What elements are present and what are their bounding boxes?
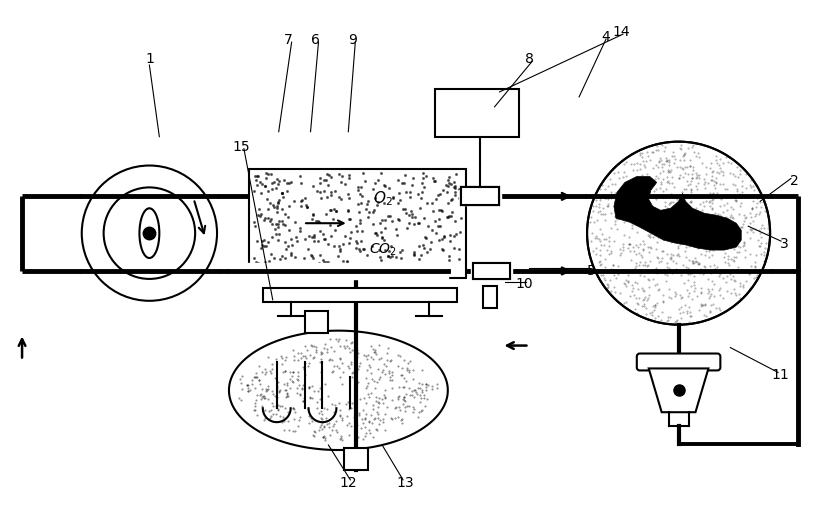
Text: 5: 5: [587, 264, 595, 278]
FancyBboxPatch shape: [305, 311, 329, 332]
Text: 11: 11: [771, 368, 789, 382]
Polygon shape: [649, 368, 709, 412]
FancyBboxPatch shape: [473, 263, 510, 279]
Text: 8: 8: [525, 52, 533, 66]
Circle shape: [81, 166, 217, 301]
Text: 3: 3: [779, 237, 788, 251]
Text: 10: 10: [515, 277, 533, 291]
Polygon shape: [614, 176, 741, 250]
Text: 14: 14: [612, 25, 630, 39]
FancyBboxPatch shape: [483, 286, 496, 308]
Text: 2: 2: [790, 175, 798, 188]
Text: 6: 6: [311, 33, 320, 47]
Text: 1: 1: [145, 52, 154, 66]
Text: 7: 7: [284, 33, 293, 47]
Polygon shape: [587, 141, 770, 325]
FancyBboxPatch shape: [263, 288, 457, 302]
Text: $O_2$: $O_2$: [373, 190, 393, 208]
FancyBboxPatch shape: [461, 187, 498, 205]
Polygon shape: [229, 331, 448, 450]
FancyBboxPatch shape: [473, 263, 510, 279]
Text: 4: 4: [602, 30, 611, 44]
Circle shape: [104, 187, 195, 279]
FancyBboxPatch shape: [249, 168, 466, 278]
Text: 12: 12: [339, 476, 357, 490]
Ellipse shape: [140, 208, 159, 258]
Text: 15: 15: [232, 139, 250, 154]
FancyBboxPatch shape: [435, 89, 520, 137]
FancyBboxPatch shape: [637, 353, 720, 370]
FancyBboxPatch shape: [461, 187, 498, 205]
FancyBboxPatch shape: [461, 187, 498, 205]
FancyBboxPatch shape: [344, 448, 368, 470]
Text: 9: 9: [348, 33, 357, 47]
Text: $CO_2$: $CO_2$: [369, 241, 397, 258]
Text: 13: 13: [396, 476, 413, 490]
